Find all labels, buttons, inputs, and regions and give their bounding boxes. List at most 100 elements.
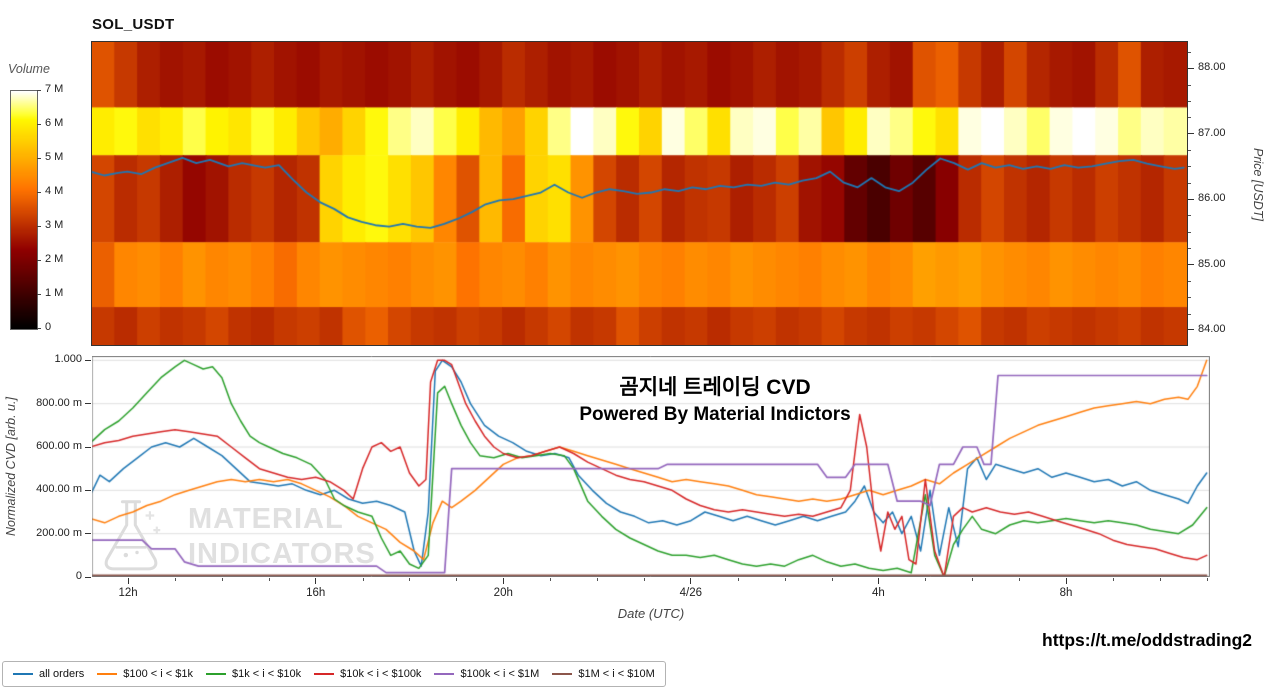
- legend-swatch: [552, 673, 573, 675]
- cvd-y-tick-label: 200.00 m: [36, 526, 82, 539]
- overlay-subtitle: Powered By Material Indictors: [579, 404, 851, 425]
- price-tick-label: 88.00: [1198, 61, 1226, 74]
- x-minor-tick-mark: [1206, 578, 1208, 581]
- price-minor-tick-mark: [1188, 51, 1191, 53]
- price-axis-title: Price [USDT]: [1251, 148, 1265, 221]
- colorbar-tick-mark: [37, 327, 41, 329]
- price-tick-mark: [1188, 264, 1194, 265]
- colorbar-tick-label: 0: [45, 321, 52, 333]
- x-tick-label: 20h: [493, 587, 513, 599]
- colorbar-tick-label: 6 M: [45, 117, 64, 129]
- legend-item: $10k < i < $100k: [314, 668, 421, 680]
- price-minor-tick-mark: [1188, 231, 1191, 233]
- price-tick-label: 86.00: [1198, 192, 1226, 205]
- price-minor-tick-mark: [1188, 182, 1191, 184]
- x-minor-tick-mark: [409, 578, 411, 581]
- legend-item: $100 < i < $1k: [97, 668, 193, 680]
- colorbar-tick-mark: [37, 225, 41, 227]
- x-axis-title: Date (UTC): [617, 606, 685, 621]
- price-minor-tick-mark: [1188, 280, 1191, 282]
- price-minor-tick-mark: [1188, 297, 1191, 299]
- price-tick-label: 85.00: [1198, 257, 1226, 270]
- colorbar-tick-mark: [37, 259, 41, 261]
- x-minor-tick-mark: [550, 578, 552, 581]
- x-tick-label: 16h: [306, 587, 326, 599]
- chart-title: SOL_USDT: [92, 16, 175, 33]
- legend-item: all orders: [13, 668, 84, 680]
- x-minor-tick-mark: [972, 578, 974, 581]
- x-tick-label: 4/26: [679, 587, 703, 599]
- x-minor-tick-mark: [643, 578, 645, 581]
- price-tick-mark: [1188, 133, 1194, 135]
- x-minor-tick-mark: [175, 578, 176, 581]
- legend-item: $1M < i < $10M: [552, 668, 655, 680]
- legend: all orders $100 < i < $1k $1k < i < $10k $1…: [2, 661, 666, 687]
- volume-price-heatmap-canvas: [91, 41, 1188, 346]
- overlay-title-korean: 곰지네 트레이딩 CVD: [619, 376, 811, 399]
- x-minor-tick-mark: [362, 578, 364, 581]
- x-tick-mark: [127, 578, 129, 584]
- colorbar-tick-label: 7 M: [45, 83, 64, 95]
- x-minor-tick-mark: [221, 578, 223, 581]
- x-tick-label: 12h: [118, 587, 138, 599]
- price-tick-mark: [1188, 198, 1194, 200]
- x-minor-tick-mark: [831, 578, 833, 581]
- x-tick-mark: [877, 578, 879, 584]
- x-tick-mark: [1065, 578, 1067, 584]
- cvd-y-tick-label: 600.00 m: [36, 440, 82, 452]
- x-minor-tick-mark: [737, 578, 739, 581]
- colorbar-tick-mark: [37, 89, 41, 91]
- colorbar-tick-label: 4 M: [45, 185, 64, 197]
- cvd-y-tick-mark: [85, 576, 91, 578]
- price-minor-tick-mark: [1188, 215, 1191, 217]
- colorbar-tick-label: 2 M: [45, 253, 64, 265]
- cvd-y-tick-mark: [85, 533, 91, 535]
- legend-label: $100k < i < $1M: [460, 668, 540, 680]
- price-minor-tick-mark: [1188, 313, 1191, 315]
- colorbar-tick-mark: [37, 157, 41, 159]
- x-tick-label: 4h: [872, 587, 885, 599]
- x-minor-tick-mark: [1019, 578, 1021, 581]
- cvd-y-tick-label: 1.000: [54, 353, 82, 366]
- volume-colorbar-canvas: [10, 90, 38, 330]
- x-tick-mark: [502, 578, 504, 584]
- legend-swatch: [434, 673, 455, 675]
- cvd-y-tick-label: 0: [75, 570, 82, 582]
- legend-label: $10k < i < $100k: [340, 668, 422, 680]
- price-minor-tick-mark: [1188, 84, 1191, 86]
- price-minor-tick-mark: [1188, 117, 1191, 119]
- colorbar-tick-label: 5 M: [45, 151, 64, 163]
- legend-swatch: [205, 673, 226, 675]
- cvd-y-tick-label: 800.00 m: [36, 396, 82, 409]
- price-tick-label: 84.00: [1198, 322, 1226, 335]
- price-tick-mark: [1188, 67, 1194, 69]
- x-minor-tick-mark: [456, 578, 458, 581]
- price-tick-label: 87.00: [1198, 126, 1226, 139]
- cvd-chart-canvas: [92, 356, 1210, 577]
- colorbar-tick-mark: [37, 293, 41, 295]
- legend-item: $100k < i < $1M: [434, 668, 539, 680]
- cvd-y-tick-mark: [85, 359, 91, 361]
- cvd-y-tick-label: 400.00 m: [36, 483, 82, 496]
- x-minor-tick-mark: [784, 578, 786, 581]
- cvd-y-tick-mark: [85, 446, 91, 448]
- legend-item: $1k < i < $10k: [205, 668, 301, 680]
- x-minor-tick-mark: [597, 578, 599, 581]
- legend-swatch: [13, 673, 33, 675]
- telegram-link[interactable]: https://t.me/oddstrading2: [1042, 630, 1252, 650]
- legend-label: $100 < i < $1k: [123, 668, 193, 680]
- cvd-y-tick-mark: [85, 489, 91, 491]
- colorbar-title: Volume: [8, 62, 50, 76]
- x-minor-tick-mark: [925, 578, 927, 581]
- colorbar-tick-mark: [37, 123, 41, 125]
- legend-swatch: [97, 673, 118, 675]
- legend-swatch: [314, 673, 335, 675]
- cvd-axis-title: Normalized CVD [arb. u.]: [4, 397, 18, 536]
- price-minor-tick-mark: [1188, 166, 1191, 168]
- price-tick-mark: [1188, 329, 1194, 331]
- colorbar-tick-label: 3 M: [45, 219, 64, 231]
- x-minor-tick-mark: [1112, 578, 1114, 581]
- colorbar-tick-label: 1 M: [45, 287, 64, 299]
- legend-label: all orders: [39, 668, 85, 680]
